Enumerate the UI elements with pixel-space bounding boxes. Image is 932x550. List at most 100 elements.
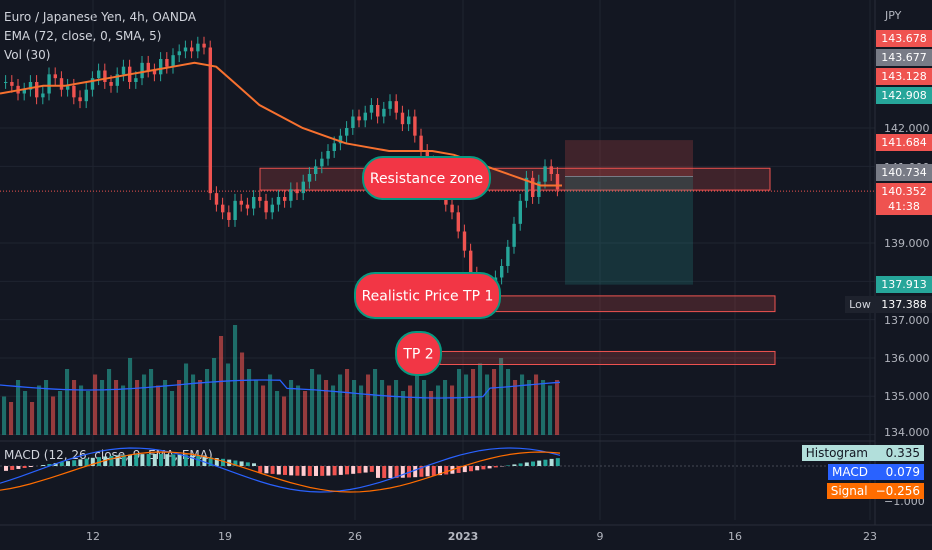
volume-legend: Vol (30) (4, 48, 51, 62)
macd-histogram-bar (369, 466, 374, 472)
y-tick-label: 136.000 (884, 352, 930, 365)
price-label-bg (876, 164, 932, 181)
macd-signal-tag: Signal −0.256 (826, 483, 924, 499)
price-label: 141.684 (881, 136, 927, 149)
macd-histogram-bar (165, 454, 170, 466)
symbol-title: Euro / Japanese Yen, 4h, OANDA (4, 10, 197, 24)
macd-histogram-bar (332, 466, 337, 476)
x-tick-label: 19 (218, 530, 232, 543)
macd-histogram-bar (425, 466, 430, 477)
macd-histogram-bar (289, 466, 294, 476)
price-label-countdown: 41:38 (888, 200, 920, 213)
price-label: 140.734 (881, 166, 927, 179)
volume-bar (51, 396, 56, 435)
candle-body (227, 212, 231, 220)
volume-bar (282, 396, 287, 435)
candle-body (338, 135, 343, 144)
macd-histogram-bar (413, 466, 418, 478)
macd-histogram-bar (264, 466, 269, 474)
callout-resistance-zone (362, 156, 491, 200)
price-label-bg (876, 87, 932, 104)
volume-bar (93, 374, 98, 435)
volume-bar (2, 396, 7, 435)
candle-body (121, 66, 126, 75)
candle-body (345, 128, 349, 136)
volume-bar (30, 402, 35, 435)
candle-body (221, 204, 225, 213)
macd-histogram-bar (357, 466, 362, 474)
callout-realistic-tp1 (354, 272, 501, 319)
macd-histogram-bar (363, 466, 368, 473)
candle-body (84, 89, 88, 102)
volume-bar (184, 363, 189, 435)
candle-body (357, 116, 361, 121)
volume-bar (226, 363, 231, 435)
macd-histogram-bar (214, 458, 219, 466)
macd-histogram-bar (376, 466, 380, 478)
candle-body (332, 143, 336, 151)
volume-bar (513, 380, 518, 435)
volume-bar (443, 380, 448, 435)
candle-body (469, 250, 473, 274)
macd-histogram-bar (345, 466, 349, 475)
price-label: 137.913 (881, 278, 927, 291)
volume-bar (541, 380, 546, 435)
macd-histogram-bar (518, 463, 523, 466)
macd-histogram-bar (59, 462, 64, 466)
volume-bar (534, 374, 539, 435)
candle-body (4, 82, 8, 84)
macd-histogram-bar (115, 455, 120, 466)
take-profit-area (565, 176, 693, 285)
macd-histogram-bar (462, 466, 467, 473)
volume-bar (359, 385, 364, 435)
macd-histogram-bar (388, 466, 393, 478)
macd-histogram-bar (512, 464, 517, 466)
price-label: 140.352 (881, 185, 927, 198)
x-tick-label: 9 (597, 530, 604, 543)
candle-body (97, 70, 101, 79)
macd-histogram-bar (78, 459, 83, 466)
volume-bar (100, 380, 105, 435)
candle-body (103, 70, 107, 83)
volume-bar (254, 380, 259, 435)
candle-body (382, 108, 386, 117)
candle-body (518, 200, 522, 224)
zone-resistance (259, 167, 771, 191)
candle-body (326, 150, 330, 159)
volume-bar (408, 385, 413, 435)
macd-histogram-bar (221, 458, 225, 466)
macd-histogram-bar (66, 461, 70, 466)
macd-histogram-bar (456, 466, 461, 473)
volume-bar (65, 369, 70, 435)
candle-body (524, 177, 529, 201)
macd-line-tag: MACD 0.079 (828, 464, 924, 480)
macd-histogram-bar (252, 463, 256, 466)
price-label-prefix-bg (845, 296, 875, 313)
volume-bar (485, 374, 490, 435)
macd-histogram-bar (295, 466, 300, 476)
volume-bar (9, 402, 14, 435)
x-tick-label: 2023 (448, 530, 479, 543)
macd-histogram-bar (121, 454, 126, 466)
candle-body (41, 93, 45, 98)
macd-histogram-bar (394, 466, 399, 478)
volume-bar (471, 369, 476, 435)
volume-bar (527, 380, 532, 435)
volume-bar (247, 369, 252, 435)
candle-body (183, 47, 188, 52)
volume-bar (331, 385, 336, 435)
candle-body (59, 78, 64, 90)
macd-histogram-bar (469, 466, 473, 472)
price-label: 143.677 (881, 51, 927, 64)
macd-histogram-bar (493, 466, 498, 468)
macd-histogram-bar (47, 464, 52, 466)
volume-ma-line (0, 379, 561, 399)
candle-body (307, 173, 312, 182)
macd-histogram-bar (481, 466, 486, 470)
candle-body (314, 166, 318, 174)
candle-body (72, 85, 76, 98)
candle-body (165, 59, 169, 67)
volume-bar (345, 369, 350, 435)
macd-signal-line (0, 451, 561, 493)
